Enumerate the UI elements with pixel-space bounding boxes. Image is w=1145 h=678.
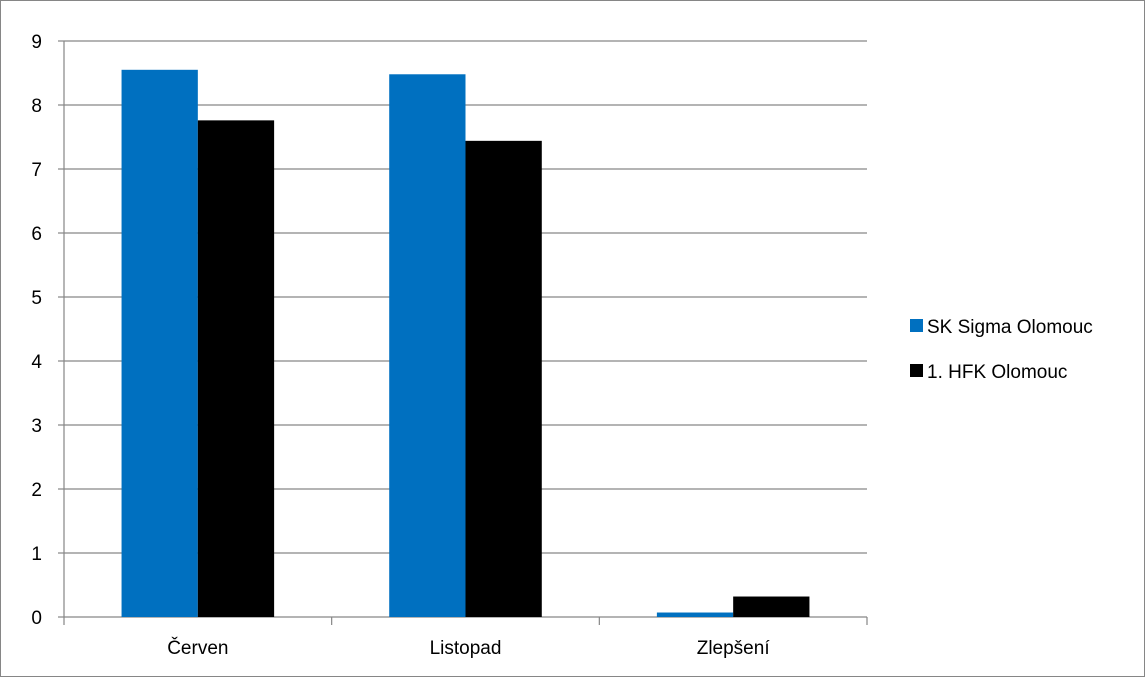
y-tick-label: 8 [31, 96, 42, 117]
legend-label: 1. HFK Olomouc [927, 362, 1067, 383]
x-tick-label: Červen [167, 637, 228, 659]
bar-hfk-olomouc [733, 596, 810, 617]
bar-hfk-olomouc [465, 140, 542, 617]
x-tick-label: Listopad [430, 638, 502, 659]
y-tick-label: 9 [31, 32, 42, 53]
bar-sk-sigma-olomouc [121, 69, 198, 618]
y-tick-label: 7 [31, 160, 42, 181]
y-tick-label: 2 [31, 480, 42, 501]
bar-sk-sigma-olomouc [656, 612, 734, 617]
x-tick-label: Zlepšení [697, 638, 771, 659]
bar-sk-sigma-olomouc [389, 74, 466, 617]
legend-label: SK Sigma Olomouc [927, 317, 1093, 338]
tick-labels: 0 1 2 3 4 5 6 7 8 9 Červen Listopad Zlepšení [31, 32, 770, 659]
bar-hfk-olomouc [197, 120, 275, 618]
y-tick-label: 4 [31, 352, 42, 373]
y-tick-label: 6 [31, 224, 42, 245]
legend-swatch [910, 319, 923, 332]
legend-swatch [910, 364, 923, 377]
y-tick-label: 5 [31, 288, 42, 309]
y-tick-label: 0 [31, 608, 42, 629]
legend: SK Sigma Olomouc 1. HFK Olomouc [910, 317, 1093, 383]
bars [121, 69, 810, 618]
y-tick-label: 3 [31, 416, 42, 437]
y-tick-label: 1 [31, 544, 42, 565]
